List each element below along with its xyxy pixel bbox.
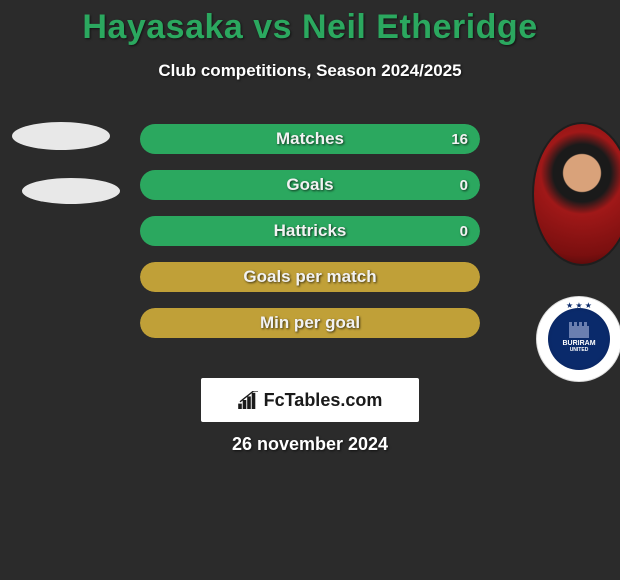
castle-icon [569,326,589,338]
bar-label: Min per goal [140,308,480,338]
left-player-avatar-placeholder [12,122,110,150]
bar-label: Goals per match [140,262,480,292]
brand-text: FcTables.com [264,390,383,411]
stat-bar: Goals0 [140,170,480,200]
stat-bar: Min per goal [140,308,480,338]
stat-bar: Matches16 [140,124,480,154]
bar-value-right: 0 [460,216,468,246]
bar-label: Goals [140,170,480,200]
right-player-avatar [532,122,620,266]
club-name-line2: UNITED [570,347,589,353]
date-text: 26 november 2024 [0,434,620,455]
left-player-club-placeholder [22,178,120,204]
stat-bar: Hattricks0 [140,216,480,246]
club-badge-inner: BURIRAM UNITED [548,308,610,370]
comparison-chart: Matches16Goals0Hattricks0Goals per match… [140,124,480,354]
page-title: Hayasaka vs Neil Etheridge [0,0,620,47]
bar-label: Matches [140,124,480,154]
bar-value-right: 0 [460,170,468,200]
bar-value-right: 16 [451,124,468,154]
stat-bar: Goals per match [140,262,480,292]
subtitle: Club competitions, Season 2024/2025 [0,61,620,81]
bar-label: Hattricks [140,216,480,246]
club-name-line1: BURIRAM [562,340,595,347]
bar-chart-icon [238,391,260,409]
brand-box: FcTables.com [201,378,419,422]
right-player-club-badge: ★ ★ ★ BURIRAM UNITED [536,296,620,382]
